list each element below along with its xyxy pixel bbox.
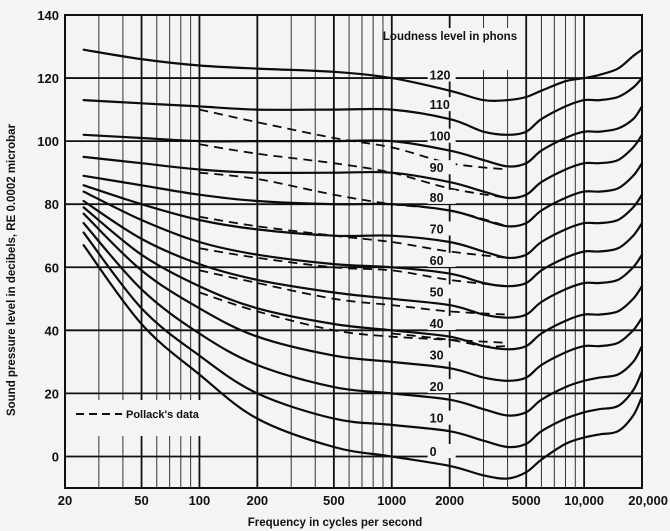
- legend-title: Loudness level in phons: [383, 31, 517, 43]
- curve-label-30: 30: [430, 349, 444, 363]
- curve-label-0: 0: [430, 445, 437, 459]
- x-tick-label: 2000: [435, 493, 464, 508]
- loudness-curve-10-phon: [82, 231, 644, 449]
- y-tick-label: 80: [45, 197, 59, 212]
- x-axis-title: Frequency in cycles per second: [248, 517, 423, 529]
- pollack-dashed-curve-4: [199, 215, 508, 259]
- curve-label-background: [427, 410, 456, 425]
- loudness-curve-60-phon: [82, 190, 644, 288]
- curve-label-background: [427, 379, 456, 394]
- x-tick-label: 10,000: [564, 493, 604, 508]
- curve-label-120: 120: [430, 68, 451, 82]
- loudness-curve-20-phon: [82, 222, 644, 417]
- loudness-curve-70-phon: [82, 184, 644, 260]
- y-tick-label: 40: [45, 323, 59, 338]
- curve-label-background: [427, 97, 456, 112]
- y-tick-label: 120: [37, 71, 59, 86]
- x-tick-label: 200: [246, 493, 268, 508]
- curve-label-background: [427, 67, 456, 82]
- curve-label-60: 60: [430, 254, 444, 268]
- curve-label-background: [427, 284, 456, 299]
- pollack-dashed-curve-1: [199, 108, 508, 171]
- curve-label-background: [427, 252, 456, 267]
- x-tick-label: 5000: [512, 493, 541, 508]
- curve-label-background: [427, 128, 456, 143]
- curve-label-background: [427, 316, 456, 331]
- loudness-curve-40-phon: [82, 206, 644, 351]
- pollack-dashed-curve-7: [199, 291, 508, 344]
- legend-title-background: [400, 28, 520, 70]
- x-tick-label: 20,000: [628, 493, 668, 508]
- curve-label-90: 90: [430, 161, 444, 175]
- y-tick-label: 60: [45, 260, 59, 275]
- curve-label-background: [427, 221, 456, 236]
- loudness-curves: [82, 48, 644, 480]
- pollack-dashed-curve-8: [391, 332, 508, 348]
- loudness-curve-80-phon: [82, 162, 644, 228]
- curve-label-100: 100: [430, 130, 451, 144]
- curve-label-110: 110: [430, 98, 450, 112]
- x-tick-label: 500: [323, 493, 345, 508]
- curve-label-background: [427, 444, 456, 459]
- pollack-dashed-curve-2: [199, 143, 508, 199]
- curve-label-20: 20: [430, 380, 444, 394]
- loudness-curve-120-phon: [82, 48, 644, 103]
- x-tick-label: 20: [58, 493, 72, 508]
- y-axis-title: Sound pressure level in decibels, RE 0.0…: [6, 123, 18, 416]
- curve-label-50: 50: [430, 285, 444, 299]
- curve-label-80: 80: [430, 191, 444, 205]
- loudness-curve-50-phon: [82, 199, 644, 319]
- y-tick-label: 20: [45, 386, 59, 401]
- loudness-curve-100-phon: [82, 105, 644, 168]
- curve-label-background: [427, 189, 456, 204]
- y-tick-label: 0: [52, 449, 59, 464]
- pollack-legend-label: Pollack's data: [126, 409, 200, 421]
- curve-label-40: 40: [430, 317, 444, 331]
- pollack-dashed-curve-3: [199, 171, 508, 228]
- x-tick-label: 1000: [377, 493, 406, 508]
- curve-label-10: 10: [430, 412, 444, 426]
- pollack-legend: Pollack's data: [70, 400, 220, 436]
- y-tick-labels: 0 20 40 60 80 100 120 140: [37, 8, 59, 464]
- curve-label-background: [427, 160, 456, 175]
- curve-label-70: 70: [430, 222, 444, 236]
- loudness-curve-30-phon: [82, 212, 644, 382]
- loudness-curve-110-phon: [82, 77, 644, 136]
- x-tick-label: 50: [134, 493, 148, 508]
- x-tick-labels: 20 50 100 200 500 1000 2000 5000 10,000 20,000: [58, 493, 668, 508]
- y-tick-label: 100: [37, 134, 59, 149]
- loudness-curve-0-phon: [82, 244, 644, 480]
- curve-label-background: [427, 347, 456, 362]
- pollack-dashed-curve-6: [199, 269, 508, 316]
- pollack-dashed-curve-5: [199, 247, 508, 288]
- x-tick-label: 100: [189, 493, 211, 508]
- y-tick-label: 140: [37, 8, 59, 23]
- loudness-curve-90-phon: [82, 133, 644, 200]
- pollack-legend-background: [70, 400, 220, 436]
